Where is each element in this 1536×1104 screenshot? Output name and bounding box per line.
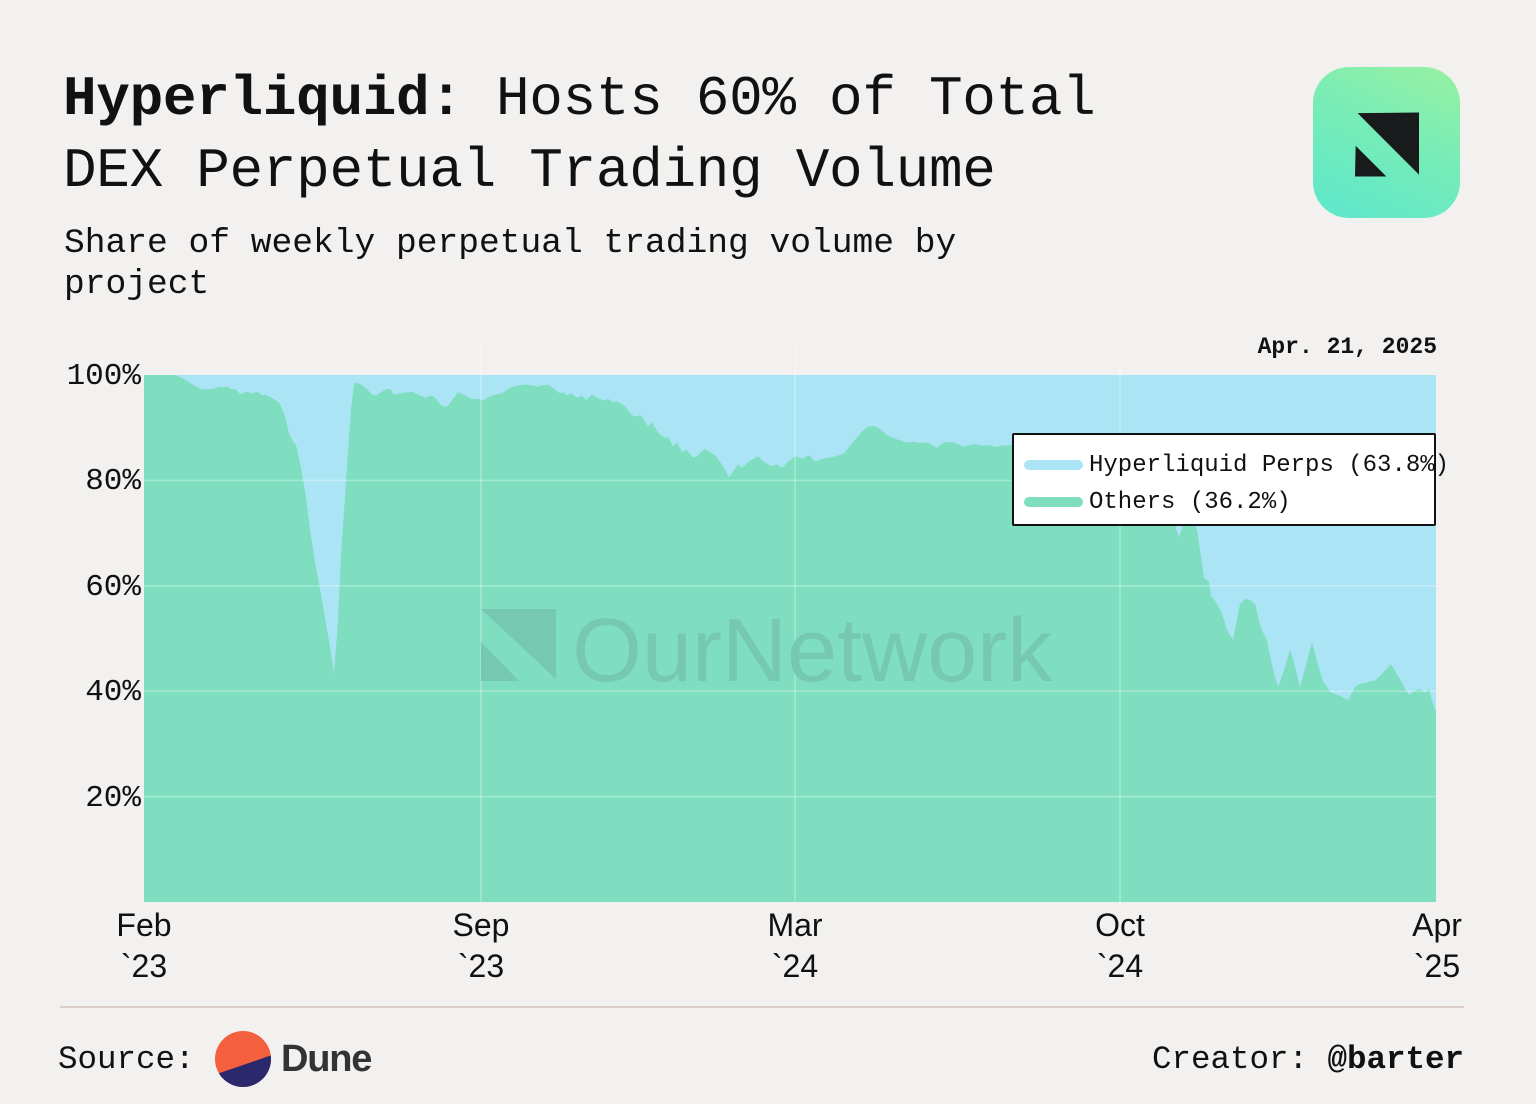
svg-text:OurNetwork: OurNetwork [572, 601, 1053, 701]
